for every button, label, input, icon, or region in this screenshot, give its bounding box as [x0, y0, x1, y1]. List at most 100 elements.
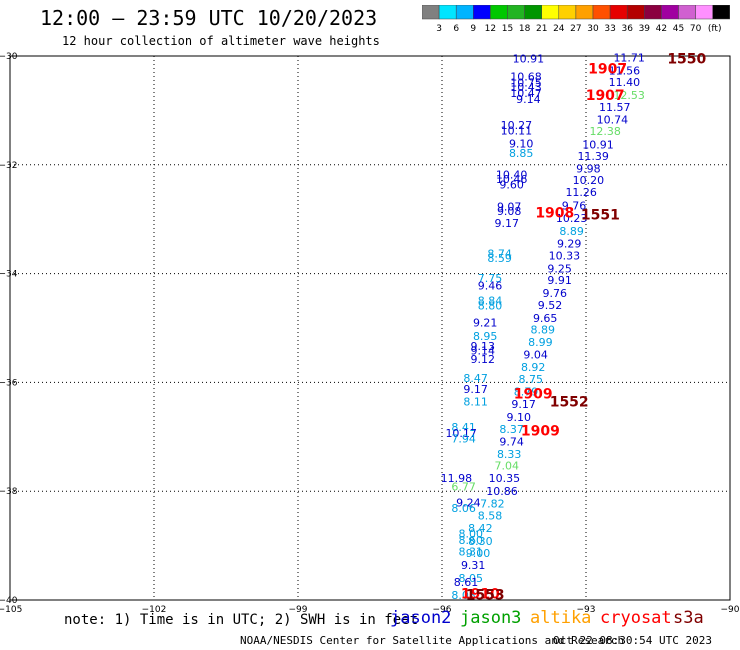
plot-frame — [9, 55, 731, 601]
wave-height-label: 8.30 — [468, 535, 493, 548]
wave-height-label: 7.94 — [451, 432, 476, 445]
wave-height-label: 10.47 — [510, 87, 542, 100]
wave-height-label: 9.91 — [547, 274, 572, 287]
colorbar-label: 24 — [553, 24, 565, 34]
colorbar-label: 45 — [673, 24, 684, 34]
y-tick-label: −32 — [0, 161, 18, 171]
wave-height-label: 10.75 — [510, 77, 542, 90]
pass-time-label: 1553 — [466, 588, 505, 604]
wave-height-label: 8.84 — [478, 294, 503, 307]
wave-height-label: 8.03 — [451, 589, 476, 602]
wave-height-label: 9.52 — [538, 299, 563, 312]
x-tick-label: −96 — [433, 605, 452, 615]
wave-height-label: 8.59 — [487, 252, 512, 265]
colorbar-label: 42 — [656, 24, 667, 34]
colorbar-unit: (ft) — [708, 24, 722, 34]
wave-height-label: 9.00 — [466, 547, 491, 560]
colorbar-label: 36 — [621, 24, 633, 34]
wave-height-label: 8.31 — [459, 546, 484, 559]
wave-height-label: 11.57 — [599, 101, 631, 114]
y-tick-label: −30 — [0, 52, 18, 62]
wave-height-label: 8.89 — [559, 225, 584, 238]
wave-height-label: 9.10 — [507, 411, 532, 424]
wave-height-label: 11.98 — [441, 472, 473, 485]
wave-height-label: 8.74 — [487, 247, 512, 260]
grid — [10, 56, 730, 600]
wave-height-label: 9.17 — [463, 383, 488, 396]
wave-height-label: 10.11 — [501, 125, 533, 138]
wave-height-label: 7.04 — [495, 460, 520, 473]
wave-height-label: 8.41 — [451, 421, 476, 434]
footer-note: note: 1) Time is in UTC; 2) SWH is in fe… — [64, 612, 419, 628]
wave-height-label: 10.86 — [486, 485, 518, 498]
wave-height-label: 8.47 — [463, 372, 488, 385]
wave-height-label: 12.53 — [613, 89, 645, 102]
wave-height-label: 8.79 — [514, 386, 539, 399]
colorbar-cell — [712, 5, 730, 20]
wave-height-label: 7.82 — [480, 498, 505, 511]
legend-s3a: s3a — [673, 608, 704, 628]
pass-time-label: 1910 — [461, 586, 500, 602]
x-tick-label: −93 — [577, 605, 596, 615]
wave-height-label: 9.65 — [533, 312, 558, 325]
pass-time-label: 1552 — [550, 394, 589, 410]
colorbar-label: 39 — [639, 24, 651, 34]
wave-height-label: 9.76 — [562, 200, 587, 213]
wave-height-label: 9.21 — [473, 317, 498, 330]
wave-height-label: 10.91 — [582, 139, 614, 152]
wave-height-label: 8.37 — [499, 423, 524, 436]
x-tick-label: −102 — [142, 605, 167, 615]
y-tick-label: −36 — [0, 378, 18, 388]
wave-height-label: 9.07 — [497, 201, 522, 214]
wave-height-label: 8.05 — [459, 572, 484, 585]
wave-height-label: 9.12 — [471, 353, 496, 366]
chart-title: 12:00 – 23:59 UTC 10/20/2023 — [40, 6, 378, 30]
wave-height-label: 10.20 — [573, 174, 605, 187]
y-tick-label: −40 — [0, 596, 18, 606]
wave-height-label: 9.60 — [499, 178, 524, 191]
wave-height-label: 9.17 — [511, 398, 536, 411]
wave-height-label: 10.40 — [496, 169, 528, 182]
pass-time-label: 1909 — [514, 386, 553, 402]
wave-height-label: 9.17 — [495, 217, 520, 230]
wave-height-label: 10.68 — [510, 71, 542, 84]
wave-height-label: 8.80 — [478, 300, 503, 313]
wave-height-label: 9.08 — [497, 205, 522, 218]
wave-height-label: 11.39 — [577, 150, 609, 163]
x-tick-label: −90 — [721, 605, 740, 615]
wave-height-label: 8.75 — [519, 373, 544, 386]
wave-height-label: 8.58 — [478, 510, 503, 523]
wave-height-label: 8.11 — [463, 395, 488, 408]
wave-height-label: 11.40 — [609, 76, 641, 89]
generation-timestamp: Oct 22 08:30:54 UTC 2023 — [553, 634, 712, 647]
wave-height-label: 8.92 — [521, 361, 546, 374]
pass-time-label: 1907 — [586, 88, 625, 104]
wave-height-label: 9.14 — [471, 344, 496, 357]
x-tick-label: −99 — [289, 605, 308, 615]
colorbar-label: 12 — [485, 24, 496, 34]
colorbar-label: 70 — [690, 24, 702, 34]
colorbar-label: 27 — [570, 24, 581, 34]
wave-height-label: 10.27 — [501, 119, 533, 132]
pass-time-label: 1551 — [581, 207, 620, 223]
wave-height-label: 9.98 — [576, 163, 601, 176]
colorbar-label: 33 — [604, 24, 615, 34]
pass-time-label: 1550 — [667, 52, 706, 68]
wave-height-label: 10.46 — [496, 173, 528, 186]
wave-height-label: 10.43 — [510, 81, 542, 94]
colorbar-label: 9 — [470, 24, 476, 34]
colorbar-label: 30 — [587, 24, 599, 34]
legend-cryosat: cryosat — [600, 608, 672, 628]
legend-jason3: jason3 — [460, 608, 522, 628]
wave-height-label: 9.24 — [456, 497, 481, 510]
wave-height-label: 9.14 — [516, 93, 541, 106]
wave-height-label: 8.99 — [528, 336, 553, 349]
colorbar-label: 6 — [453, 24, 459, 34]
wave-height-label: 8.60 — [459, 534, 484, 547]
pass-time-label: 1908 — [535, 206, 574, 222]
chart-subtitle: 12 hour collection of altimeter wave hei… — [62, 34, 380, 48]
wave-height-label: 9.46 — [478, 280, 503, 293]
wave-height-label: 10.91 — [513, 53, 545, 66]
wave-height-label: 9.76 — [543, 287, 568, 300]
